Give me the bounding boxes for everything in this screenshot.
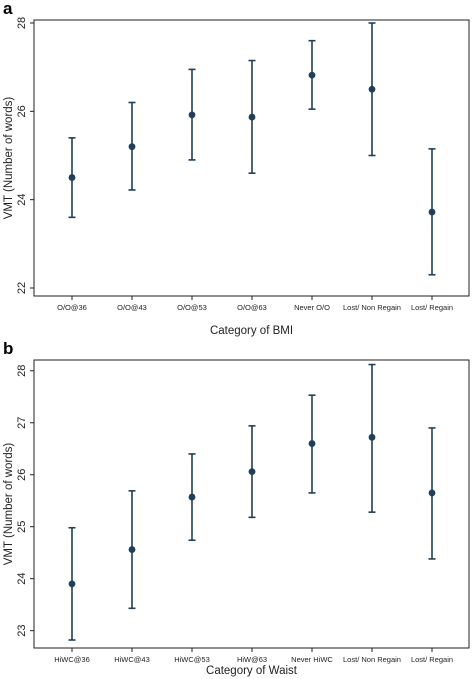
y-tick-label: 28 — [16, 365, 28, 377]
y-tick-label: 22 — [16, 282, 28, 294]
data-point — [68, 174, 76, 181]
y-axis-title: VMT (Number of words) — [3, 97, 15, 220]
data-point — [368, 85, 376, 93]
x-tick-label: Lost/ Regain — [411, 303, 453, 312]
y-tick-label: 27 — [16, 417, 28, 429]
x-tick-label: HiWC@43 — [114, 655, 150, 664]
data-point — [128, 546, 136, 553]
data-point — [308, 71, 316, 79]
x-tick-label: HiW@63 — [237, 655, 267, 664]
y-axis-title: VMT (Number of words) — [3, 443, 15, 566]
x-tick-label: Never HiWC — [291, 655, 333, 664]
y-tick-label: 25 — [16, 521, 28, 533]
y-tick-label: 23 — [16, 625, 28, 637]
x-tick-label: HiWC@36 — [54, 655, 90, 664]
y-tick-label: 26 — [16, 469, 28, 481]
data-point — [248, 113, 256, 121]
x-axis-title: Category of Waist — [206, 665, 298, 677]
data-point — [248, 468, 256, 476]
chart-bmi: 22 24 26 28 O/O@36 O/O@43 O/O@53 O/O@63 Never O/… — [3, 17, 470, 337]
data-point — [188, 111, 196, 119]
x-tick-label: O/O@53 — [177, 303, 207, 312]
y-tick-label: 24 — [16, 194, 28, 206]
data-point — [368, 433, 376, 441]
data-point — [308, 440, 316, 447]
x-tick-label: Lost/ Non Regain — [343, 655, 401, 664]
x-tick-label: O/O@43 — [117, 303, 147, 312]
data-point — [428, 208, 436, 216]
data-point — [188, 493, 196, 501]
data-point — [428, 489, 436, 497]
x-tick-label: Lost/ Regain — [411, 655, 453, 664]
data-point — [128, 143, 136, 151]
panel-label-a: a — [3, 0, 13, 18]
y-tick-label: 28 — [16, 17, 28, 29]
y-tick-label: 24 — [16, 573, 28, 585]
x-tick-label: O/O@63 — [237, 303, 267, 312]
x-tick-label: HiWC@53 — [174, 655, 210, 664]
x-tick-label: O/O@36 — [57, 303, 87, 312]
x-tick-label: Lost/ Non Regain — [343, 303, 401, 312]
data-point — [68, 580, 76, 588]
chart-waist: 23 24 25 26 27 28 HiWC@36 HiWC@43 HiWC@53 HiW@63 N… — [3, 359, 470, 677]
y-tick-label: 26 — [16, 105, 28, 117]
x-axis-title: Category of BMI — [210, 325, 293, 337]
panel-label-b: b — [3, 339, 13, 358]
x-tick-label: Never O/O — [294, 303, 330, 312]
